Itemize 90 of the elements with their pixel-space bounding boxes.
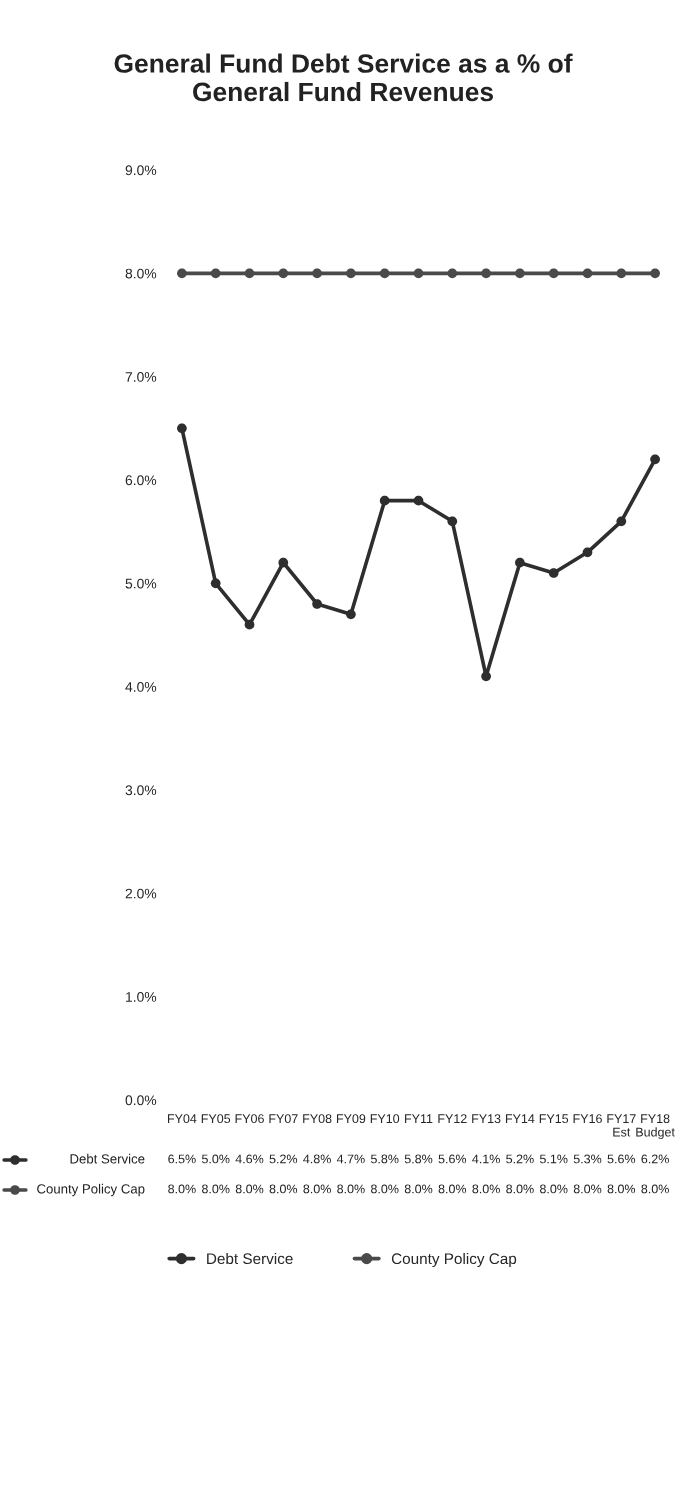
y-tick-label: 9.0% (125, 165, 157, 176)
point (616, 268, 627, 279)
point (278, 557, 289, 568)
point (346, 268, 356, 279)
x-tick-label: FY13 (472, 1114, 501, 1124)
data-label: 8.0% (303, 1184, 331, 1194)
point (210, 268, 221, 279)
point (312, 268, 322, 279)
data-label: 5.3% (573, 1154, 602, 1164)
x-tick-label: FY16 (573, 1114, 602, 1124)
point (447, 268, 458, 279)
point (278, 268, 289, 279)
y-tick-label: 6.0% (125, 475, 157, 486)
point (244, 268, 255, 279)
point (515, 268, 525, 279)
point (413, 495, 424, 506)
y-tick-label: 3.0% (125, 785, 157, 796)
x-tick-label: FY11 (405, 1114, 433, 1123)
point (548, 568, 559, 578)
x-tick-label: FY10 (370, 1114, 400, 1124)
data-label: 8.0% (607, 1184, 636, 1194)
data-label: 5.2% (269, 1154, 298, 1164)
point (379, 495, 390, 506)
x-tick-label: FY12 (438, 1114, 467, 1123)
data-label: 8.0% (235, 1184, 264, 1194)
data-label: 5.6% (607, 1154, 636, 1164)
data-label: 8.0% (202, 1184, 230, 1194)
data-label: 5.0% (201, 1154, 230, 1164)
x-tick-label: FY08 (303, 1114, 332, 1124)
data-label: 8.0% (540, 1184, 568, 1194)
data-label: 8.0% (641, 1184, 669, 1194)
data-label: 5.6% (438, 1154, 467, 1164)
point (210, 578, 221, 589)
data-label: 8.0% (337, 1184, 365, 1194)
point (650, 454, 660, 465)
data-label: 4.1% (472, 1154, 500, 1164)
text: Debt Service (70, 1153, 145, 1164)
legend-label: County Policy Cap (37, 1183, 145, 1197)
legend-label: Debt Service (207, 1252, 293, 1265)
chart-title: General Fund Debt Service as a % of General Fund Revenues (114, 53, 573, 102)
point (346, 609, 356, 620)
data-label: 8.0% (472, 1184, 500, 1194)
x-tick-label: FY07 (269, 1114, 298, 1124)
point (177, 423, 187, 434)
point (548, 268, 559, 279)
data-label: 8.0% (404, 1184, 433, 1194)
y-tick-label: 1.0% (126, 992, 157, 1002)
point (616, 516, 627, 527)
point (582, 547, 593, 558)
data-label: 4.8% (303, 1154, 331, 1164)
x-tick-label: FY04 (167, 1114, 197, 1124)
y-tick-label: 2.0% (125, 888, 157, 899)
data-label: 4.7% (336, 1154, 365, 1164)
point (312, 599, 322, 609)
x-tick-label: FY17 Est (607, 1114, 636, 1137)
data-label: 8.0% (371, 1184, 399, 1194)
x-tick-label: FY09 (336, 1114, 366, 1124)
point (481, 671, 491, 682)
point (650, 268, 660, 279)
point (244, 619, 255, 630)
point (481, 268, 491, 279)
point (177, 268, 187, 279)
point (379, 268, 390, 279)
data-label: 6.2% (641, 1154, 669, 1164)
x-tick-label: FY15 (539, 1114, 569, 1124)
text: County Policy Cap (391, 1252, 517, 1268)
y-tick-label: 4.0% (125, 682, 157, 692)
point (413, 268, 424, 279)
data-label: 8.0% (269, 1184, 298, 1194)
x-tick-label: FY14 (505, 1114, 535, 1123)
y-tick-label: 7.0% (125, 372, 157, 382)
data-label: 8.0% (438, 1184, 467, 1194)
y-tick-label: 8.0% (125, 268, 157, 279)
data-label: 8.0% (506, 1184, 534, 1194)
y-tick-label: 5.0% (125, 578, 157, 589)
point (447, 516, 458, 527)
data-label: 5.1% (539, 1154, 568, 1164)
data-label: 8.0% (573, 1184, 602, 1194)
data-label: 4.6% (235, 1154, 264, 1164)
data-label: 5.8% (370, 1154, 399, 1164)
point (582, 268, 593, 279)
data-label: 8.0% (168, 1184, 196, 1194)
point (515, 557, 525, 568)
x-tick-label: FY05 (201, 1114, 231, 1124)
x-tick-label: FY06 (235, 1114, 264, 1124)
y-tick-label: 0.0% (125, 1095, 157, 1106)
data-label: 5.8% (404, 1154, 433, 1164)
data-label: 6.5% (168, 1154, 196, 1164)
data-label: 5.2% (506, 1154, 534, 1164)
x-tick-label: FY18 Budget (636, 1114, 675, 1140)
